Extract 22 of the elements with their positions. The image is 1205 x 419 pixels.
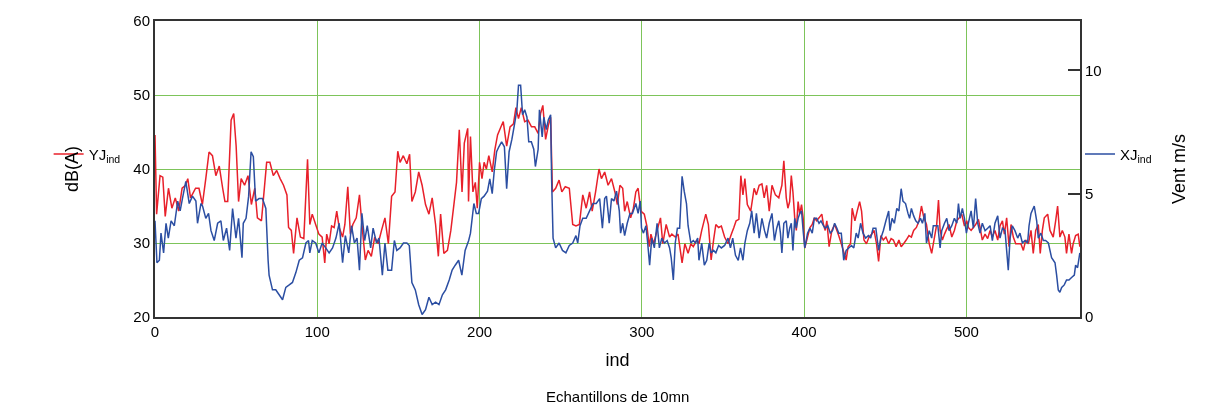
x-tick-label: 100 — [304, 323, 330, 340]
y2-axis-title: Vent m/s — [1169, 133, 1190, 205]
y-tick-label: 60 — [133, 12, 150, 30]
line-series — [155, 84, 1080, 316]
text: Echantillons de 10mn — [546, 388, 690, 405]
legend-label: YJ$_{ind}$ — [88, 145, 121, 165]
line-series — [155, 104, 1080, 264]
y2-tick-label: 0 — [1085, 308, 1094, 326]
x-tick-label: 500 — [953, 323, 979, 340]
y2-tick-label: 5 — [1085, 184, 1094, 202]
x-tick-label: 0 — [150, 323, 160, 340]
x-axis-title: ind — [605, 349, 630, 370]
y-tick-label: 50 — [133, 86, 150, 104]
y-tick-label: 30 — [133, 234, 150, 252]
x-tick-label: 300 — [629, 323, 655, 340]
x-tick-label: 400 — [791, 323, 817, 340]
y-tick-label: 40 — [133, 160, 150, 178]
legend-label: XJ$_{ind}$ — [1120, 145, 1152, 165]
y2-tick-label: 10 — [1085, 61, 1102, 79]
y-axis-title: dB(A) — [62, 145, 83, 193]
x-tick-label: 200 — [467, 323, 493, 340]
y-tick-label: 20 — [133, 308, 150, 326]
